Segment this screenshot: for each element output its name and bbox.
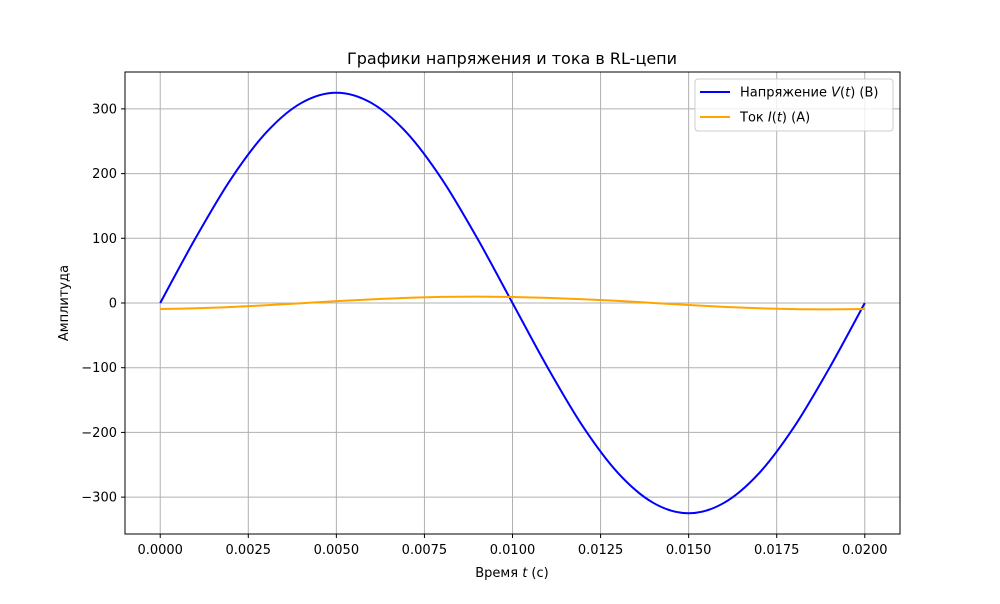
x-tick-label: 0.0150 — [666, 543, 712, 558]
legend-label-current: Ток I(t) (А) — [739, 111, 810, 126]
chart-title: Графики напряжения и тока в RL-цепи — [347, 49, 677, 68]
x-tick-label: 0.0000 — [137, 543, 183, 558]
ticks: 0.0000 0.0025 0.0050 0.0075 0.0100 0.0125 0.01… — [81, 102, 887, 558]
y-tick-label: 0 — [109, 297, 117, 312]
legend-label-voltage: Напряжение V(t) (В) — [740, 86, 878, 101]
series-layer — [159, 91, 866, 515]
x-axis-title: Время t (с) — [475, 566, 548, 581]
x-tick-label: 0.0025 — [226, 543, 272, 558]
y-axis-title: Амплитуда — [57, 265, 72, 341]
x-tick-label: 0.0200 — [842, 543, 888, 558]
y-tick-label: −200 — [81, 426, 117, 441]
y-tick-label: 300 — [92, 102, 117, 117]
legend: Напряжение V(t) (В) Ток I(t) (А) — [694, 78, 894, 132]
legend-box — [694, 78, 894, 132]
x-tick-label: 0.0050 — [314, 543, 360, 558]
y-tick-label: −100 — [81, 361, 117, 376]
y-tick-label: 100 — [92, 232, 117, 247]
x-tick-label: 0.0100 — [490, 543, 536, 558]
x-tick-label: 0.0125 — [578, 543, 624, 558]
x-tick-label: 0.0175 — [754, 543, 800, 558]
series-current-line — [160, 295, 865, 311]
grid — [125, 72, 900, 534]
series-voltage-line — [159, 91, 866, 515]
y-tick-label: 200 — [92, 167, 117, 182]
x-tick-label: 0.0075 — [402, 543, 448, 558]
y-tick-label: −300 — [81, 491, 117, 506]
